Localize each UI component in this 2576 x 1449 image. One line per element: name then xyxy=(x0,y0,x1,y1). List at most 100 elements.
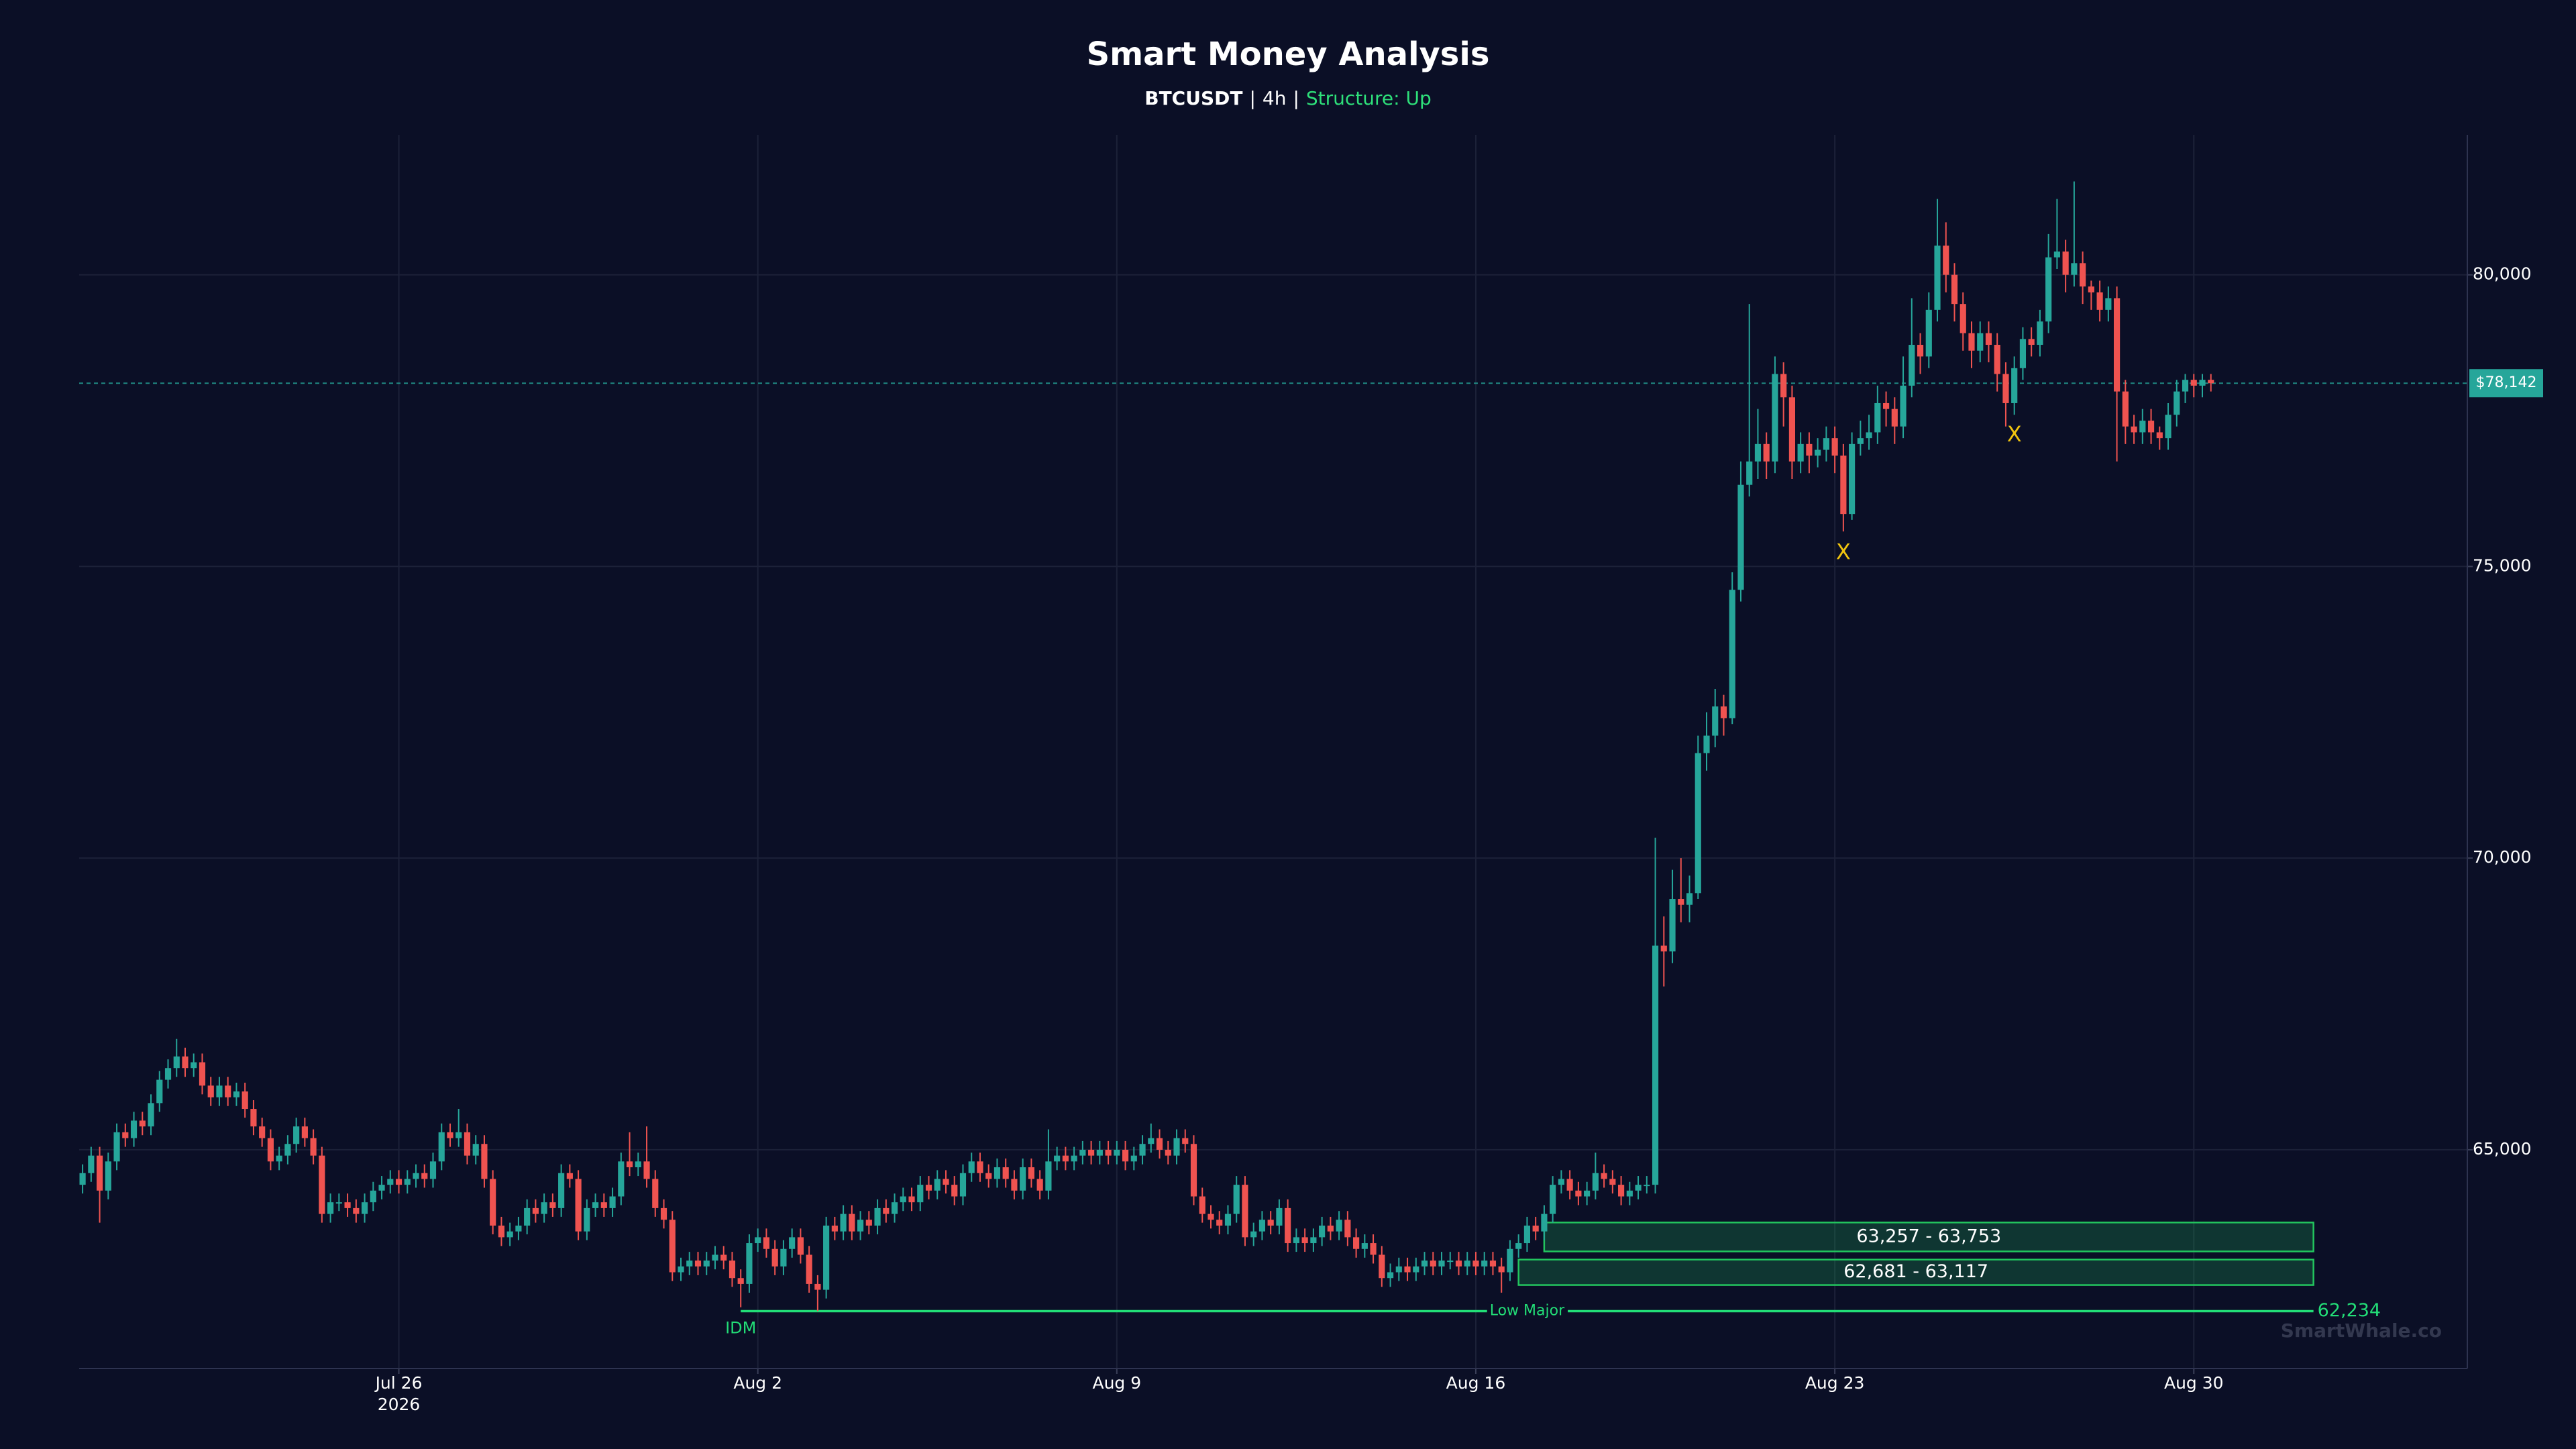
idm-label: IDM xyxy=(725,1318,756,1337)
candle-body xyxy=(199,1062,206,1086)
candle-body xyxy=(1626,1190,1633,1197)
candle-body xyxy=(1156,1138,1163,1150)
candle-body xyxy=(455,1132,462,1138)
current-price-box xyxy=(2469,369,2543,398)
candle-body xyxy=(1276,1208,1283,1226)
candle-body xyxy=(652,1179,659,1208)
candle-body xyxy=(831,1225,838,1232)
candle-body xyxy=(694,1260,702,1267)
candle-body xyxy=(1797,443,1804,462)
candle-body xyxy=(1823,438,1829,450)
candle-body xyxy=(549,1202,556,1208)
candle-body xyxy=(1199,1196,1205,1214)
candle-body xyxy=(1523,1225,1531,1244)
candle-body xyxy=(900,1196,906,1203)
candle-body xyxy=(490,1179,496,1226)
candle-body xyxy=(130,1120,138,1138)
candle-body xyxy=(1874,402,1881,433)
candle-body xyxy=(1900,385,1907,427)
candle-body xyxy=(729,1260,736,1279)
candle-body xyxy=(1831,438,1838,456)
candle-body xyxy=(1772,374,1778,462)
marker: X xyxy=(2007,421,2022,447)
low-major-value: 62,234 xyxy=(2318,1300,2381,1321)
candle-body xyxy=(216,1085,223,1097)
candle-body xyxy=(985,1173,992,1179)
candle-body xyxy=(1258,1220,1266,1232)
candle-body xyxy=(361,1202,368,1214)
candle-body xyxy=(737,1278,744,1284)
candle-body xyxy=(1216,1220,1223,1226)
candle-body xyxy=(686,1260,693,1267)
candle-body xyxy=(1909,345,1915,386)
candle-body xyxy=(1703,735,1710,753)
candle-body xyxy=(2080,263,2086,287)
candle-body xyxy=(806,1254,812,1284)
candle-body xyxy=(908,1196,915,1203)
candle-body xyxy=(96,1155,103,1191)
candle-body xyxy=(1447,1260,1454,1263)
candle-body xyxy=(2053,251,2060,258)
candle-body xyxy=(1609,1179,1616,1185)
candle-body xyxy=(1532,1225,1539,1232)
x-tick-label: Aug 30 xyxy=(2164,1373,2224,1393)
candle-body xyxy=(1062,1155,1069,1162)
candle-body xyxy=(1754,443,1762,462)
candle-body xyxy=(293,1126,300,1144)
candle-body xyxy=(2165,415,2171,439)
candle-body xyxy=(2028,339,2035,345)
candle-body xyxy=(1387,1272,1394,1279)
candle-body xyxy=(1327,1225,1334,1232)
candle-body xyxy=(207,1085,214,1097)
candle-body xyxy=(1617,1185,1625,1197)
candle-body xyxy=(225,1085,231,1097)
candle-body xyxy=(191,1062,197,1069)
candle-body xyxy=(327,1202,334,1214)
candle-body xyxy=(1729,590,1735,718)
candle-body xyxy=(840,1214,847,1232)
candle-body xyxy=(1917,345,1924,357)
candle-body xyxy=(2045,257,2052,322)
chart-title: Smart Money Analysis xyxy=(1087,36,1490,73)
candle-body xyxy=(105,1161,111,1191)
candle-body xyxy=(1592,1173,1599,1191)
candle-body xyxy=(584,1208,590,1232)
candle-body xyxy=(438,1132,445,1162)
candle-body xyxy=(2156,432,2163,439)
candle-body xyxy=(335,1202,342,1204)
candle-body xyxy=(310,1138,317,1156)
candle-body xyxy=(122,1132,129,1138)
candle-body xyxy=(173,1056,180,1069)
candle-body xyxy=(1652,945,1659,1185)
candle-body xyxy=(678,1266,684,1273)
y-tick-label: 80,000 xyxy=(2473,264,2531,284)
candle-body xyxy=(1370,1243,1377,1255)
candle-body xyxy=(2182,380,2189,392)
candle-body xyxy=(156,1079,163,1104)
candle-body xyxy=(814,1283,821,1290)
candle-body xyxy=(88,1155,95,1173)
candle-body xyxy=(1139,1144,1146,1156)
candle-body xyxy=(481,1144,488,1179)
candle-body xyxy=(1413,1266,1419,1273)
candle-body xyxy=(319,1155,325,1214)
candle-body xyxy=(2147,421,2155,433)
candle-body xyxy=(1173,1138,1180,1156)
x-tick-label: Aug 23 xyxy=(1805,1373,1865,1393)
candle-body xyxy=(1208,1214,1214,1220)
candle-body xyxy=(1472,1260,1479,1267)
candle-body xyxy=(943,1179,949,1185)
candle-body xyxy=(959,1173,967,1197)
candle-body xyxy=(1550,1185,1556,1214)
zone xyxy=(1543,1222,2314,1252)
candle-body xyxy=(506,1231,513,1238)
candle-body xyxy=(79,1173,86,1185)
candle-body xyxy=(233,1091,240,1097)
candle-body xyxy=(1515,1243,1522,1249)
candle-body xyxy=(789,1237,796,1249)
candle-body xyxy=(2105,298,2112,310)
candle-body xyxy=(1455,1260,1462,1267)
candle-body xyxy=(1891,409,1898,427)
candle-body xyxy=(2019,339,2027,368)
candle-body xyxy=(1566,1179,1573,1191)
